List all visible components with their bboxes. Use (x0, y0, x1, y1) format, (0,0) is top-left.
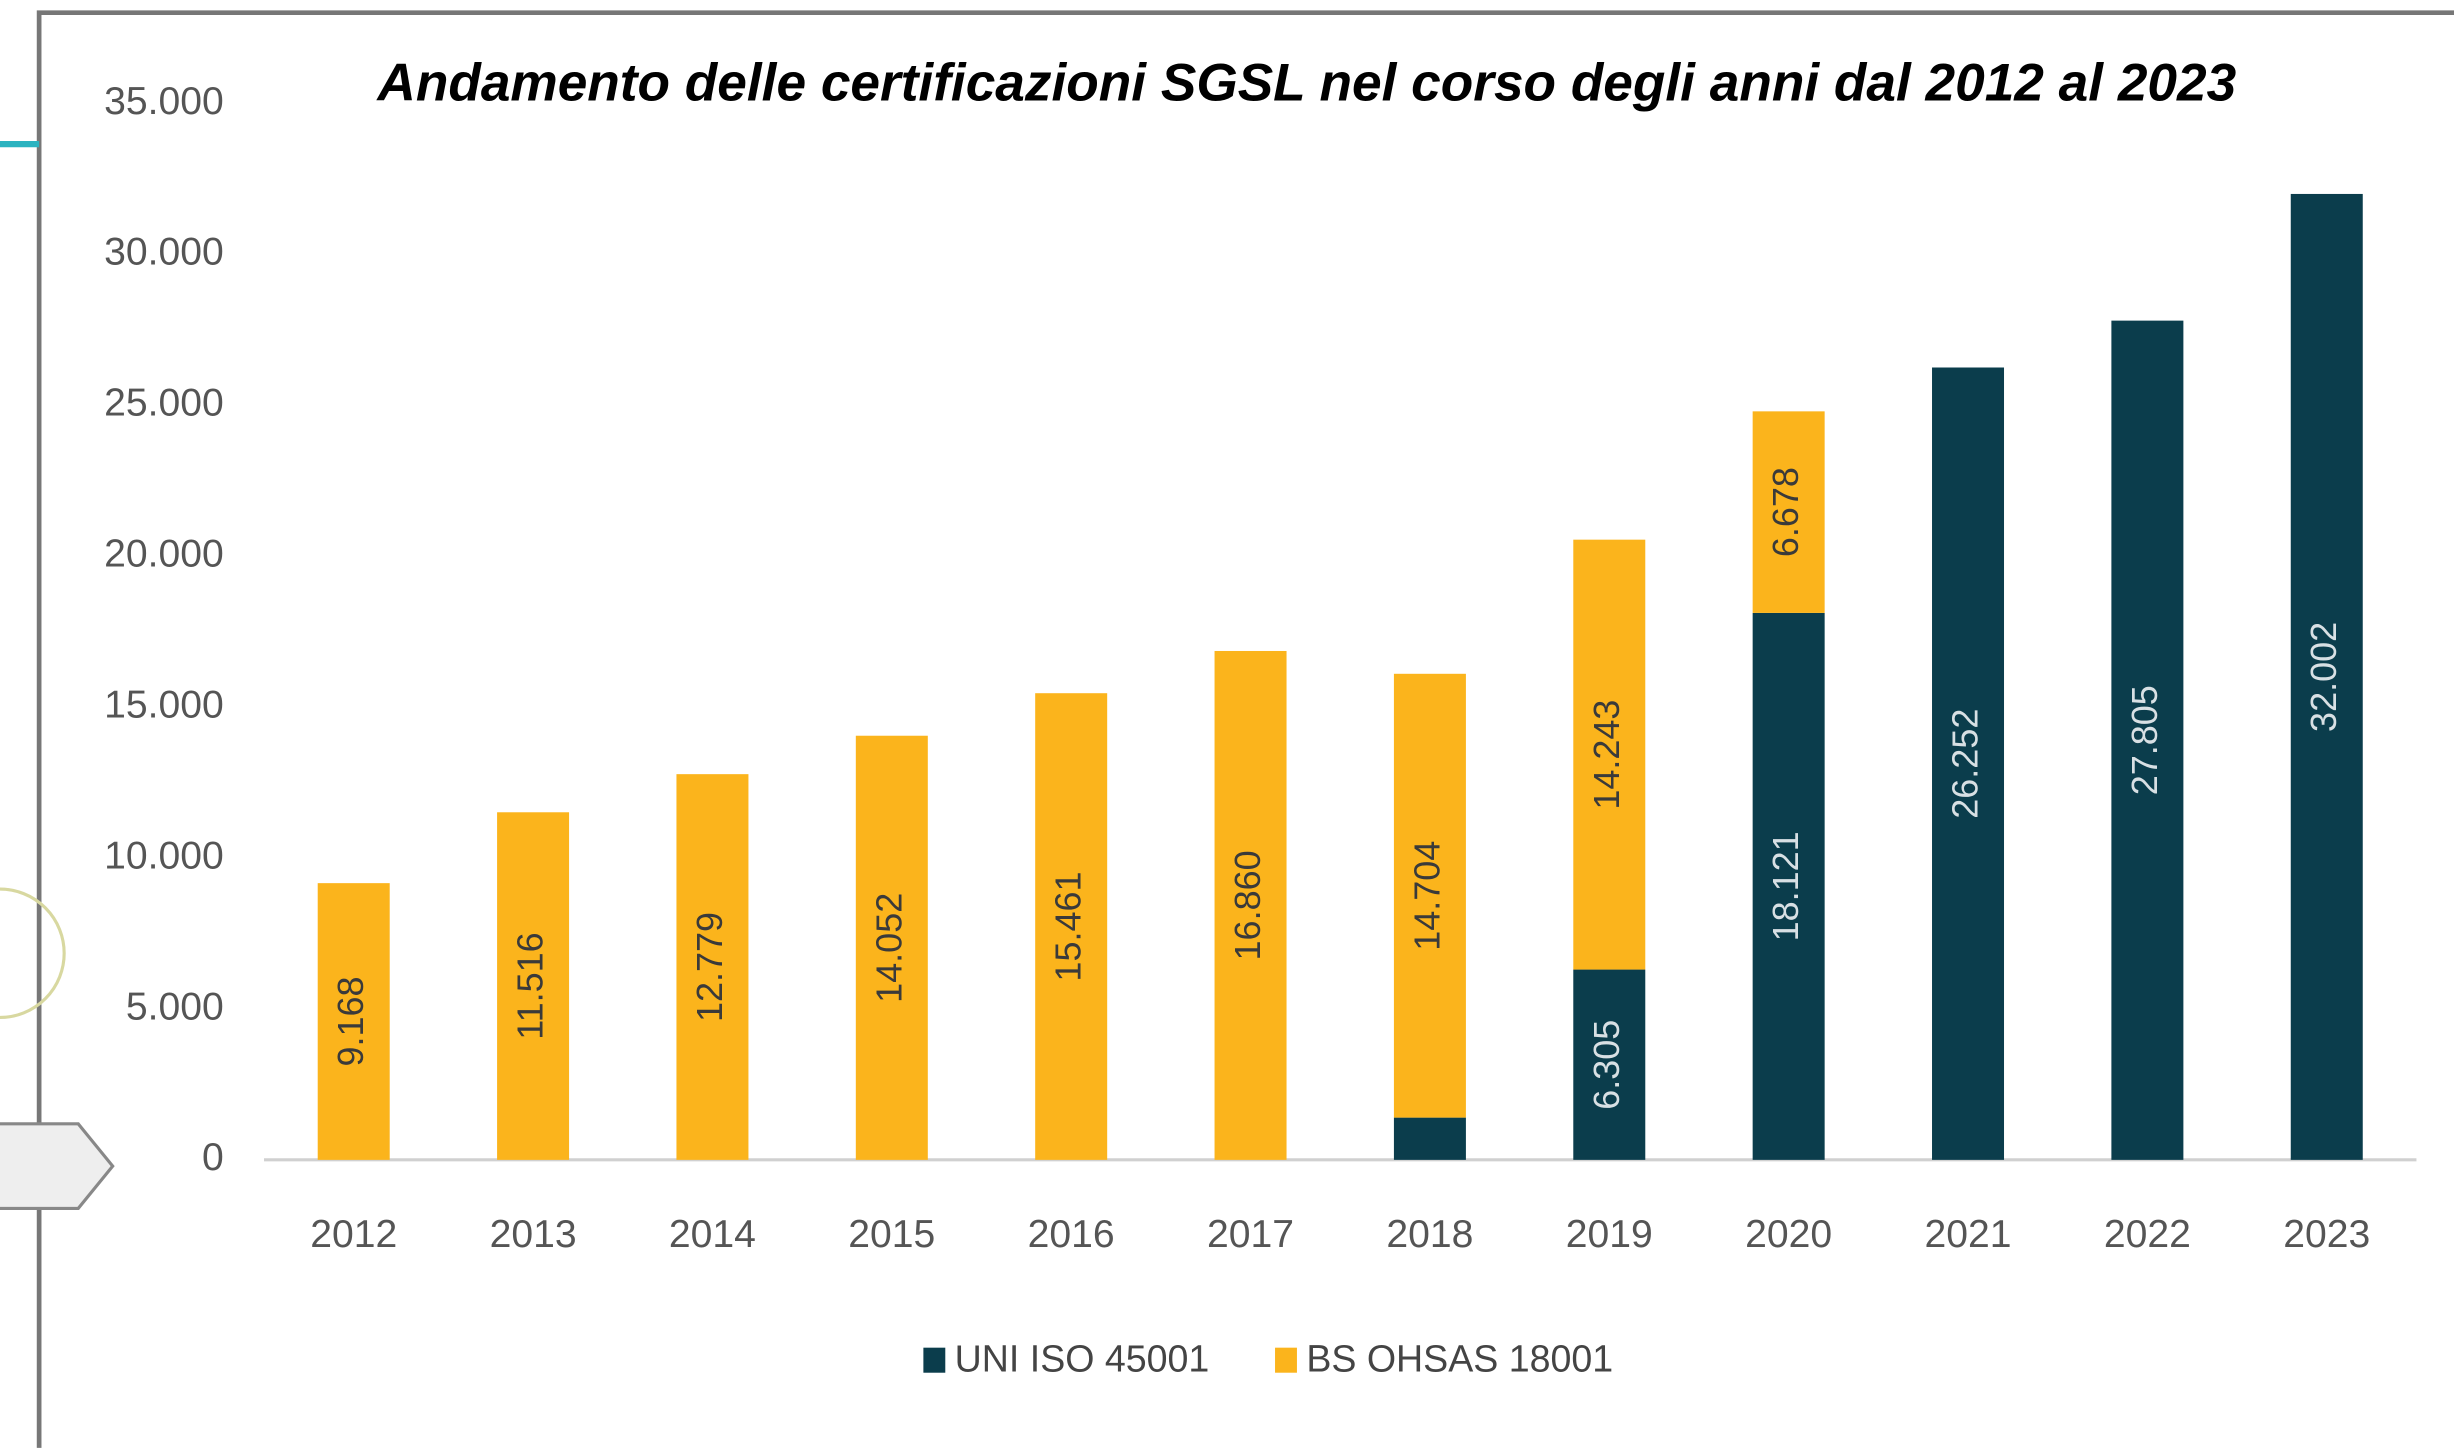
data-label: 6.305 (1586, 1020, 1627, 1110)
y-tick-label: 0 (202, 1136, 224, 1179)
x-tick-label: 2013 (490, 1213, 577, 1256)
data-label: 14.243 (1586, 700, 1627, 810)
data-label: 27.805 (2124, 685, 2165, 795)
bar-segment (1214, 650, 1287, 1160)
y-tick-label: 10.000 (104, 834, 224, 877)
data-label: 14.052 (868, 893, 909, 1003)
decor-arrow (0, 1122, 115, 1210)
bar-segment (1393, 673, 1466, 1118)
x-tick-label: 2012 (310, 1213, 397, 1256)
data-label: 12.779 (689, 912, 730, 1022)
y-tick-label: 30.000 (104, 231, 224, 274)
chart-title: Andamento delle certificazioni SGSL nel … (375, 53, 2236, 112)
bar-segment (1573, 539, 1646, 970)
x-tick-label: 2021 (1925, 1213, 2012, 1256)
bar-segment (317, 883, 390, 1160)
data-label: 15.461 (1048, 872, 1089, 982)
legend-label: BS OHSAS 18001 (1306, 1338, 1613, 1380)
bar-segment (2111, 320, 2184, 1160)
decor-circle (0, 887, 66, 1020)
y-tick-label: 20.000 (104, 533, 224, 576)
y-tick-label: 15.000 (104, 683, 224, 726)
bar-segment (1752, 612, 1825, 1160)
frame (36, 10, 2454, 1448)
y-tick-label: 35.000 (104, 80, 224, 123)
x-tick-label: 2023 (2283, 1213, 2370, 1256)
x-tick-label: 2017 (1207, 1213, 1294, 1256)
data-label: 11.516 (510, 932, 551, 1039)
bar-segment (1752, 411, 1825, 613)
data-label: 9.168 (330, 976, 371, 1066)
x-tick-label: 2018 (1386, 1213, 1473, 1256)
data-label: 18.121 (1765, 831, 1806, 941)
legend-label: UNI ISO 45001 (955, 1338, 1210, 1380)
bar-segment (855, 735, 928, 1160)
data-label: 14.704 (1406, 841, 1447, 951)
x-tick-label: 2020 (1745, 1213, 1832, 1256)
legend-swatch (923, 1347, 946, 1373)
data-label: 6.678 (1765, 467, 1806, 557)
x-tick-label: 2016 (1028, 1213, 1115, 1256)
bar-segment (497, 812, 570, 1160)
legend-swatch (1275, 1347, 1297, 1373)
bar-segment (676, 774, 749, 1160)
x-tick-label: 2014 (669, 1213, 756, 1256)
x-tick-label: 2019 (1566, 1213, 1653, 1256)
y-tick-label: 25.000 (104, 382, 224, 425)
bar-segment (1393, 1117, 1466, 1160)
data-label: 32.002 (2303, 622, 2344, 732)
data-label: 16.860 (1227, 850, 1268, 960)
data-label: 26.252 (1945, 709, 1986, 819)
x-tick-label: 2022 (2104, 1213, 2191, 1256)
bar-segment (1932, 367, 2005, 1160)
bar-segment (1035, 693, 1108, 1160)
bar-segment (2290, 193, 2363, 1160)
x-tick-label: 2015 (848, 1213, 935, 1256)
y-tick-label: 5.000 (126, 985, 224, 1028)
bar-segment (1573, 969, 1646, 1160)
